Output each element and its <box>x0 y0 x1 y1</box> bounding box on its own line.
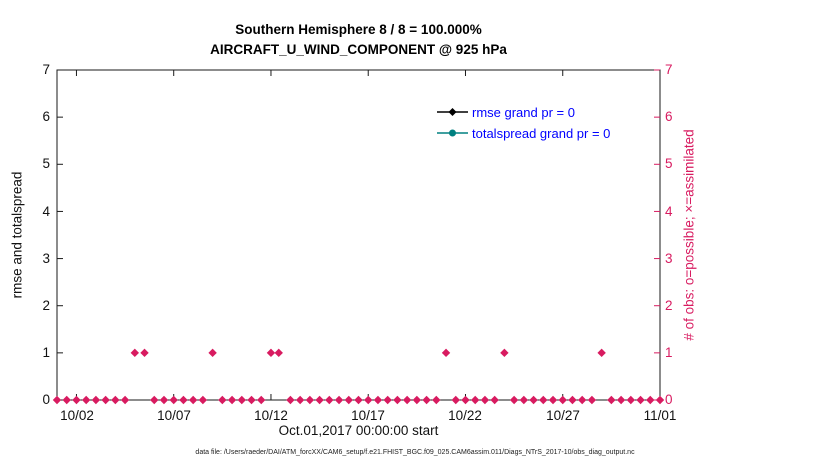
chart-subtitle: AIRCRAFT_U_WIND_COMPONENT @ 925 hPa <box>210 42 507 57</box>
legend-label-totalspread: totalspread grand pr = 0 <box>472 126 611 141</box>
y-axis-label-left: rmse and totalspread <box>9 171 25 299</box>
x-axis-label: Oct.01,2017 00:00:00 start <box>278 423 439 438</box>
y-tick-label-right: 1 <box>665 345 673 360</box>
y-tick-label-right: 4 <box>665 204 673 219</box>
x-tick-label: 10/02 <box>60 408 94 423</box>
y-tick-label-right: 0 <box>665 392 673 407</box>
legend-label-rmse: rmse grand pr = 0 <box>472 105 575 120</box>
y-tick-label-left: 2 <box>42 298 50 313</box>
y-tick-label-left: 5 <box>42 156 50 171</box>
legend-glyphs <box>437 108 468 137</box>
x-tick-label: 10/07 <box>157 408 191 423</box>
y-axis-label-right: # of obs: o=possible; ×=assimilated <box>681 129 697 341</box>
data-file-caption: data file: /Users/raeder/DAI/ATM_forcXX/… <box>195 449 635 456</box>
y-tick-label-right: 5 <box>665 156 673 171</box>
y-tick-label-right: 2 <box>665 298 673 313</box>
x-tick-label: 11/01 <box>643 408 677 423</box>
series-obs-count-zero <box>52 395 665 405</box>
y-tick-label-right: 7 <box>665 62 673 77</box>
x-tick-label: 10/17 <box>351 408 385 423</box>
chart-title-block: Southern Hemisphere 8 / 8 = 100.000% AIR… <box>57 20 660 60</box>
x-tick-label: 10/12 <box>254 408 288 423</box>
y-tick-label-left: 7 <box>42 62 50 77</box>
x-tick-label: 10/22 <box>448 408 482 423</box>
y-tick-label-left: 0 <box>42 392 50 407</box>
y-tick-label-left: 3 <box>42 251 50 266</box>
y-tick-label-left: 1 <box>42 345 50 360</box>
series-obs-count-one <box>130 348 606 358</box>
y-tick-label-left: 4 <box>42 204 50 219</box>
y-tick-label-right: 3 <box>665 251 673 266</box>
y-tick-label-right: 6 <box>665 109 673 124</box>
chart-title: Southern Hemisphere 8 / 8 = 100.000% <box>235 22 482 37</box>
x-tick-label: 10/27 <box>546 408 580 423</box>
y-tick-label-left: 6 <box>42 109 50 124</box>
